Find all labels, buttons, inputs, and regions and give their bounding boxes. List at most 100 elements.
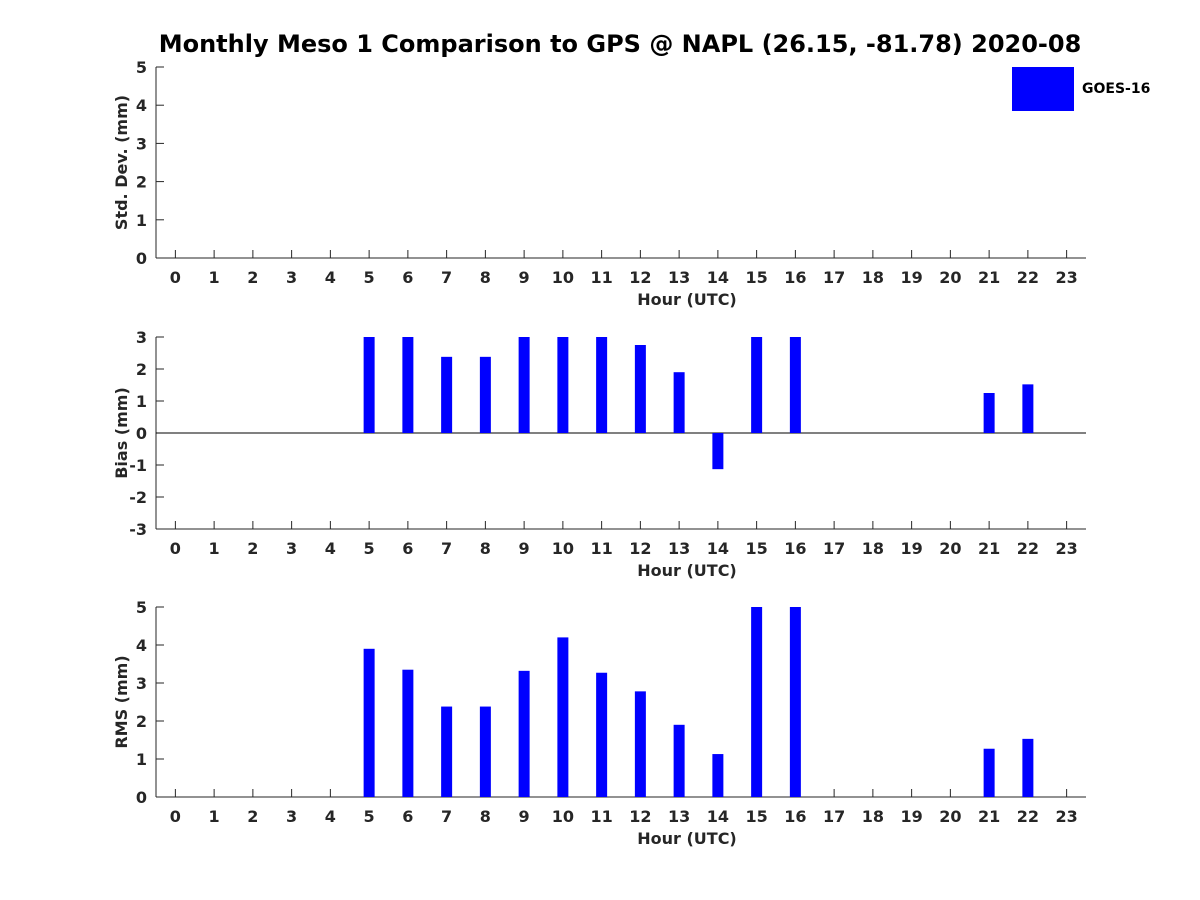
bias-bar-hour-15	[751, 337, 763, 433]
bias-bar-hour-5	[363, 337, 375, 433]
std-x-tick-label: 15	[745, 268, 767, 287]
rms-bar-hour-5	[363, 648, 375, 797]
bias-y-tick-label: 3	[136, 328, 147, 347]
bias-x-tick-label: 17	[823, 539, 845, 558]
legend-swatch	[1012, 67, 1074, 111]
rms-x-tick-label: 5	[364, 807, 375, 826]
bias-x-tick-label: 23	[1055, 539, 1077, 558]
rms-y-axis-label: RMS (mm)	[112, 655, 131, 748]
std-y-tick-label: 3	[136, 134, 147, 153]
rms-x-tick-label: 19	[900, 807, 922, 826]
std-x-tick-label: 19	[900, 268, 922, 287]
rms-y-tick-label: 0	[136, 788, 147, 807]
std-y-axis-label: Std. Dev. (mm)	[112, 95, 131, 230]
bias-x-tick-label: 8	[480, 539, 491, 558]
std-x-tick-label: 7	[441, 268, 452, 287]
bias-bar-hour-13	[673, 372, 685, 433]
bias-x-tick-label: 2	[247, 539, 258, 558]
bias-bar-hour-14	[712, 433, 724, 470]
bias-x-tick-label: 4	[325, 539, 336, 558]
rms-bar-hour-15	[751, 607, 763, 797]
rms-y-tick-label: 2	[136, 712, 147, 731]
bias-y-tick-label: -3	[129, 520, 147, 539]
std-x-tick-label: 20	[939, 268, 961, 287]
std-x-tick-label: 13	[668, 268, 690, 287]
bias-x-tick-label: 11	[590, 539, 612, 558]
bias-x-tick-label: 22	[1017, 539, 1039, 558]
std-x-tick-label: 0	[170, 268, 181, 287]
std-y-tick-label: 4	[136, 96, 147, 115]
bias-x-tick-label: 1	[209, 539, 220, 558]
std-x-tick-label: 21	[978, 268, 1000, 287]
bias-y-tick-label: 0	[136, 424, 147, 443]
rms-bar-hour-14	[712, 754, 724, 797]
rms-x-tick-label: 8	[480, 807, 491, 826]
rms-y-tick-label: 5	[136, 598, 147, 617]
bias-y-tick-label: -1	[129, 456, 147, 475]
rms-x-tick-label: 13	[668, 807, 690, 826]
std-x-tick-label: 14	[707, 268, 729, 287]
std-y-tick-label: 2	[136, 173, 147, 192]
bias-x-tick-label: 13	[668, 539, 690, 558]
bias-y-tick-label: -2	[129, 488, 147, 507]
bias-bar-hour-9	[518, 337, 530, 433]
rms-x-tick-label: 3	[286, 807, 297, 826]
bias-x-tick-label: 18	[862, 539, 884, 558]
rms-x-tick-label: 15	[745, 807, 767, 826]
rms-x-tick-label: 1	[209, 807, 220, 826]
bias-x-tick-label: 20	[939, 539, 961, 558]
bias-bar-hour-8	[479, 356, 491, 433]
bias-x-tick-label: 14	[707, 539, 729, 558]
rms-y-tick-label: 1	[136, 750, 147, 769]
rms-x-tick-label: 16	[784, 807, 806, 826]
std-y-tick-label: 1	[136, 211, 147, 230]
std-x-tick-label: 8	[480, 268, 491, 287]
bias-y-tick-label: 1	[136, 392, 147, 411]
bias-bar-hour-22	[1022, 384, 1034, 433]
bias-x-tick-label: 10	[552, 539, 574, 558]
std-x-tick-label: 5	[364, 268, 375, 287]
bias-x-axis-label: Hour (UTC)	[637, 561, 737, 580]
rms-bar-hour-8	[479, 706, 491, 797]
rms-x-tick-label: 6	[402, 807, 413, 826]
rms-x-tick-label: 0	[170, 807, 181, 826]
rms-x-tick-label: 7	[441, 807, 452, 826]
rms-x-tick-label: 14	[707, 807, 729, 826]
std-y-tick-label: 5	[136, 58, 147, 77]
rms-x-tick-label: 23	[1055, 807, 1077, 826]
std-x-tick-label: 10	[552, 268, 574, 287]
bias-bar-hour-7	[441, 356, 453, 433]
std-x-tick-label: 12	[629, 268, 651, 287]
rms-x-tick-label: 2	[247, 807, 258, 826]
chart-title: Monthly Meso 1 Comparison to GPS @ NAPL …	[158, 30, 1082, 58]
std-x-tick-label: 3	[286, 268, 297, 287]
bias-x-tick-label: 6	[402, 539, 413, 558]
std-x-tick-label: 22	[1017, 268, 1039, 287]
legend-label: GOES-16	[1082, 81, 1151, 97]
std-x-axis-label: Hour (UTC)	[637, 290, 737, 309]
std-x-tick-label: 9	[519, 268, 530, 287]
bias-x-tick-label: 12	[629, 539, 651, 558]
bias-x-tick-label: 7	[441, 539, 452, 558]
bias-bar-hour-16	[789, 337, 801, 433]
bias-bar-hour-10	[557, 337, 569, 433]
bias-x-tick-label: 9	[519, 539, 530, 558]
bias-x-tick-label: 3	[286, 539, 297, 558]
std-x-tick-label: 18	[862, 268, 884, 287]
rms-y-tick-label: 3	[136, 674, 147, 693]
rms-x-tick-label: 21	[978, 807, 1000, 826]
rms-x-tick-label: 9	[519, 807, 530, 826]
rms-bar-hour-22	[1022, 738, 1034, 797]
rms-bar-hour-12	[634, 691, 646, 797]
std-y-tick-label: 0	[136, 249, 147, 268]
rms-bar-hour-11	[596, 672, 608, 797]
std-x-tick-label: 11	[590, 268, 612, 287]
rms-bar-hour-6	[402, 669, 414, 797]
bias-x-tick-label: 19	[900, 539, 922, 558]
std-x-tick-label: 1	[209, 268, 220, 287]
bias-bar-hour-11	[596, 337, 608, 433]
std-x-tick-label: 16	[784, 268, 806, 287]
rms-x-tick-label: 17	[823, 807, 845, 826]
rms-bar-hour-10	[557, 637, 569, 797]
